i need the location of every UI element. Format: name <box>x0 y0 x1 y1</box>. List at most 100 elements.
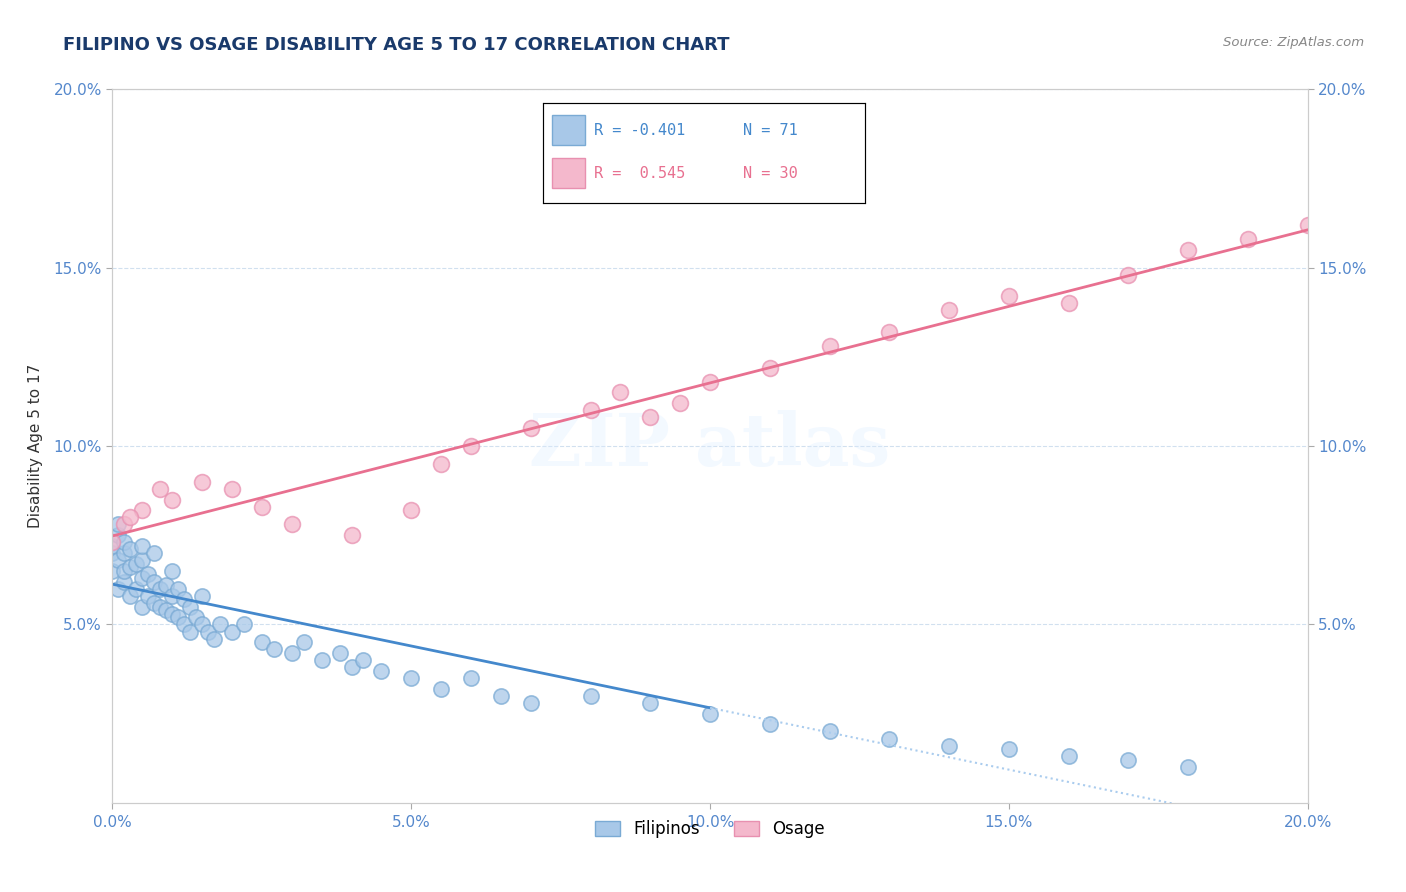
Point <box>250 635 273 649</box>
Point <box>233 617 256 632</box>
Point <box>1057 749 1080 764</box>
Point <box>114 535 135 549</box>
Point <box>186 610 208 624</box>
Point <box>370 664 392 678</box>
Point <box>131 599 153 614</box>
Point <box>460 671 482 685</box>
Point <box>221 624 243 639</box>
Point <box>131 553 153 567</box>
Point <box>162 492 183 507</box>
Point <box>879 325 901 339</box>
Point <box>149 482 172 496</box>
Point <box>489 689 512 703</box>
Point <box>938 303 960 318</box>
Point <box>107 553 129 567</box>
Point <box>250 500 273 514</box>
Point <box>143 546 166 560</box>
Point <box>138 567 160 582</box>
Point <box>292 635 315 649</box>
Point <box>167 582 190 596</box>
Point <box>281 646 304 660</box>
Point <box>162 564 183 578</box>
Point <box>430 457 453 471</box>
Point <box>579 403 602 417</box>
Point <box>191 617 214 632</box>
Point <box>149 599 172 614</box>
Point <box>162 607 183 621</box>
Point <box>173 617 195 632</box>
Point <box>101 546 124 560</box>
Point <box>1177 243 1199 257</box>
Point <box>1237 232 1260 246</box>
Point <box>107 582 129 596</box>
Point <box>162 589 183 603</box>
Point <box>1177 760 1199 774</box>
Point <box>120 589 142 603</box>
Point <box>311 653 333 667</box>
Point <box>138 589 160 603</box>
Point <box>131 503 153 517</box>
Point <box>759 717 782 731</box>
Point <box>460 439 482 453</box>
Point <box>125 557 148 571</box>
Text: FILIPINO VS OSAGE DISABILITY AGE 5 TO 17 CORRELATION CHART: FILIPINO VS OSAGE DISABILITY AGE 5 TO 17… <box>63 36 730 54</box>
Point <box>167 610 190 624</box>
Point <box>263 642 285 657</box>
Point <box>998 742 1021 756</box>
Point <box>173 592 195 607</box>
Point <box>120 510 142 524</box>
Point <box>353 653 375 667</box>
Point <box>579 689 602 703</box>
Point <box>669 396 692 410</box>
Point <box>114 564 135 578</box>
Point <box>191 475 214 489</box>
Point <box>107 528 129 542</box>
Point <box>114 517 135 532</box>
Legend: Filipinos, Osage: Filipinos, Osage <box>589 814 831 845</box>
Point <box>179 624 201 639</box>
Point <box>155 603 177 617</box>
Point <box>191 589 214 603</box>
Point <box>1296 218 1319 232</box>
Point <box>401 671 423 685</box>
Point <box>155 578 177 592</box>
Point <box>114 546 135 560</box>
Point <box>120 542 142 557</box>
Point <box>114 574 135 589</box>
Point <box>430 681 453 696</box>
Point <box>609 385 631 400</box>
Point <box>1057 296 1080 310</box>
Point <box>143 574 166 589</box>
Point <box>179 599 201 614</box>
Point <box>699 706 721 721</box>
Point <box>101 564 124 578</box>
Point <box>401 503 423 517</box>
Point <box>640 410 662 425</box>
Point <box>640 696 662 710</box>
Point <box>221 482 243 496</box>
Point <box>818 339 841 353</box>
Point <box>209 617 232 632</box>
Point <box>998 289 1021 303</box>
Point <box>107 517 129 532</box>
Point <box>818 724 841 739</box>
Point <box>202 632 225 646</box>
Point <box>143 596 166 610</box>
Point <box>197 624 219 639</box>
Point <box>1118 268 1140 282</box>
Point <box>938 739 960 753</box>
Point <box>340 528 363 542</box>
Point <box>125 582 148 596</box>
Text: ZIP atlas: ZIP atlas <box>530 410 890 482</box>
Point <box>520 421 543 435</box>
Y-axis label: Disability Age 5 to 17: Disability Age 5 to 17 <box>28 364 42 528</box>
Point <box>131 539 153 553</box>
Point <box>340 660 363 674</box>
Point <box>281 517 304 532</box>
Point <box>1118 753 1140 767</box>
Point <box>149 582 172 596</box>
Point <box>520 696 543 710</box>
Point <box>759 360 782 375</box>
Point <box>131 571 153 585</box>
Point <box>101 539 124 553</box>
